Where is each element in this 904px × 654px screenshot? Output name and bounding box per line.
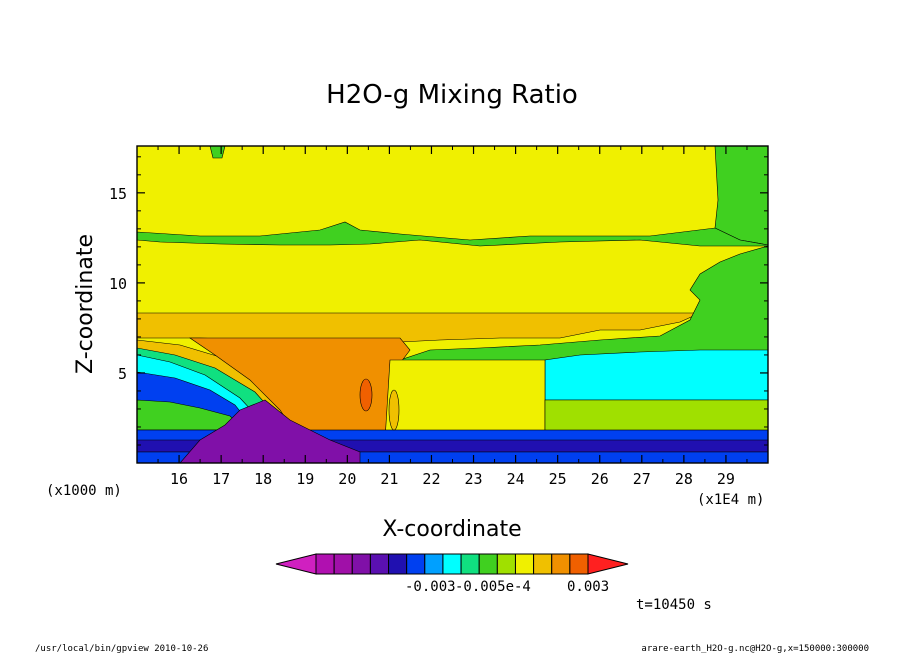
colorbar-swatch [496,553,516,575]
colorbar [275,553,629,575]
x-tick-label: 21 [380,470,398,488]
x-tick-label: 18 [254,470,272,488]
colorbar-swatch [533,553,553,575]
colorbar-swatch [569,553,589,575]
x-tick-label: 17 [212,470,230,488]
colorbar-arrow-left [275,553,317,575]
x-tick-label: 24 [507,470,525,488]
colorbar-label-2: -0.005e-4 [455,579,531,595]
x-tick-label: 16 [170,470,188,488]
y-tick-label: 15 [109,185,127,203]
x-unit-left: (x1000 m) [46,483,122,499]
colorbar-swatch [351,553,371,575]
x-axis: 16 17 18 19 20 21 22 23 24 25 26 27 28 29 [157,146,748,488]
colorbar-label-1: -0.003 [405,579,456,595]
x-tick-label: 20 [338,470,356,488]
colorbar-swatch [478,553,498,575]
x-tick-label: 27 [633,470,651,488]
time-annotation: t=10450 s [636,597,712,613]
colorbar-swatch [424,553,444,575]
colorbar-swatch [369,553,390,575]
x-tick-label: 25 [549,470,567,488]
footer-right: arare-earth_H2O-g.nc@H2O-g,x=150000:3000… [641,644,869,654]
x-tick-label: 22 [422,470,440,488]
x-tick-label: 28 [675,470,693,488]
colorbar-label-3: 0.003 [567,579,609,595]
colorbar-swatch [406,553,426,575]
x-axis-label: X-coordinate [382,517,521,542]
x-tick-label: 23 [465,470,483,488]
y-tick-label: 5 [118,365,127,383]
colorbar-arrow-right [587,553,629,575]
colorbar-swatch [460,553,480,575]
colorbar-swatch [514,553,535,575]
colorbar-swatch [333,553,353,575]
colorbar-swatch [388,553,408,575]
plot-area [136,145,769,464]
y-tick-label: 10 [109,275,127,293]
y-axis-label: Z-coordinate [73,234,98,374]
y-axis: 5 10 15 [109,156,768,446]
x-tick-label: 29 [717,470,735,488]
footer-left: /usr/local/bin/gpview 2010-10-26 [35,644,208,654]
chart-title: H2O-g Mixing Ratio [326,80,578,110]
x-unit-right: (x1E4 m) [697,492,764,508]
x-tick-label: 19 [296,470,314,488]
colorbar-swatch [315,553,335,575]
colorbar-swatch [442,553,462,575]
x-tick-label: 26 [591,470,609,488]
colorbar-swatch [551,553,571,575]
